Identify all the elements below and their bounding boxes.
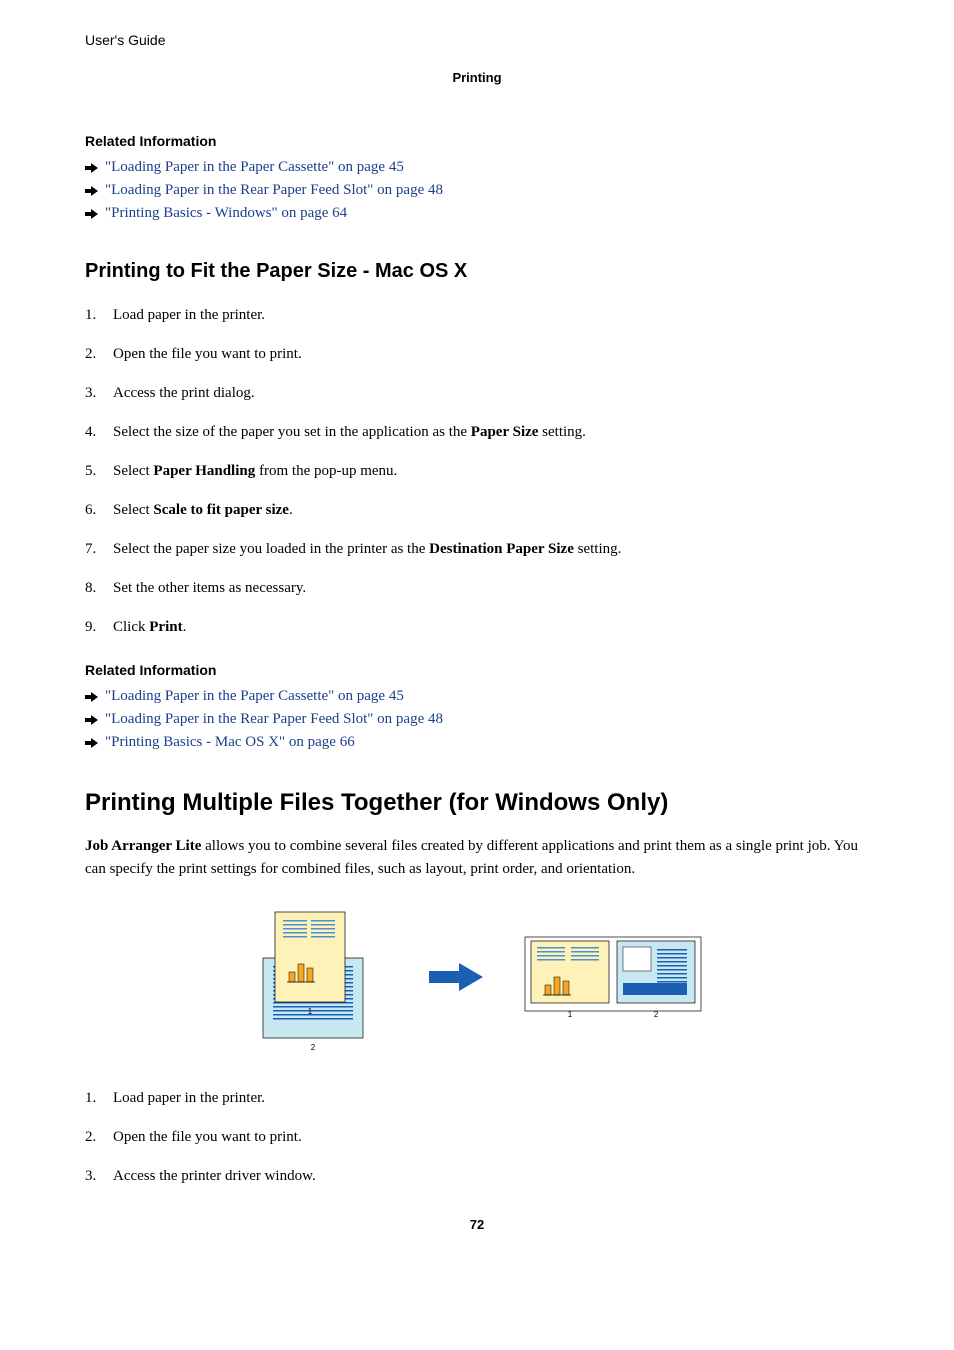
link-arrow-icon bbox=[85, 737, 99, 749]
step-item: Select Paper Handling from the pop-up me… bbox=[85, 461, 869, 482]
step-item: Select the paper size you loaded in the … bbox=[85, 539, 869, 560]
mac-section-title: Printing to Fit the Paper Size - Mac OS … bbox=[85, 260, 869, 283]
related-link[interactable]: "Loading Paper in the Paper Cassette" on… bbox=[105, 688, 404, 705]
related-links-1: "Loading Paper in the Paper Cassette" on… bbox=[85, 159, 869, 222]
figure-after: 1 2 bbox=[519, 917, 709, 1037]
related-link-item: "Loading Paper in the Paper Cassette" on… bbox=[85, 159, 869, 176]
section-label: Printing bbox=[85, 70, 869, 85]
link-arrow-icon bbox=[85, 714, 99, 726]
step-item: Select the size of the paper you set in … bbox=[85, 422, 869, 443]
step-item: Access the print dialog. bbox=[85, 383, 869, 404]
mac-steps: Load paper in the printer. Open the file … bbox=[85, 305, 869, 638]
step-item: Click Print. bbox=[85, 617, 869, 638]
related-link[interactable]: "Printing Basics - Mac OS X" on page 66 bbox=[105, 734, 355, 751]
related-links-2: "Loading Paper in the Paper Cassette" on… bbox=[85, 688, 869, 751]
svg-text:2: 2 bbox=[311, 1043, 316, 1052]
related-link[interactable]: "Printing Basics - Windows" on page 64 bbox=[105, 205, 347, 222]
job-arranger-figure: 2 1 1 2 bbox=[85, 902, 869, 1052]
related-link-item: "Printing Basics - Mac OS X" on page 66 bbox=[85, 734, 869, 751]
figure-before: 2 1 bbox=[245, 902, 395, 1052]
step-item: Load paper in the printer. bbox=[85, 1088, 869, 1109]
step-item: Access the printer driver window. bbox=[85, 1166, 869, 1187]
svg-text:1: 1 bbox=[568, 1010, 573, 1019]
related-link[interactable]: "Loading Paper in the Rear Paper Feed Sl… bbox=[105, 711, 443, 728]
doc-title: User's Guide bbox=[85, 32, 869, 48]
related-link-item: "Loading Paper in the Rear Paper Feed Sl… bbox=[85, 711, 869, 728]
related-link-item: "Printing Basics - Windows" on page 64 bbox=[85, 205, 869, 222]
step-item: Load paper in the printer. bbox=[85, 305, 869, 326]
intro-bold: Job Arranger Lite bbox=[85, 838, 201, 854]
svg-text:1: 1 bbox=[308, 1007, 313, 1016]
related-info-heading-1: Related Information bbox=[85, 133, 869, 149]
link-arrow-icon bbox=[85, 162, 99, 174]
multi-intro: Job Arranger Lite allows you to combine … bbox=[85, 835, 869, 880]
step-item: Open the file you want to print. bbox=[85, 344, 869, 365]
multi-steps: Load paper in the printer. Open the file … bbox=[85, 1088, 869, 1187]
related-link[interactable]: "Loading Paper in the Paper Cassette" on… bbox=[105, 159, 404, 176]
related-link-item: "Loading Paper in the Paper Cassette" on… bbox=[85, 688, 869, 705]
page-number: 72 bbox=[85, 1217, 869, 1232]
related-link-item: "Loading Paper in the Rear Paper Feed Sl… bbox=[85, 182, 869, 199]
link-arrow-icon bbox=[85, 691, 99, 703]
related-link[interactable]: "Loading Paper in the Rear Paper Feed Sl… bbox=[105, 182, 443, 199]
figure-arrow-icon bbox=[425, 957, 489, 997]
related-info-heading-2: Related Information bbox=[85, 662, 869, 678]
intro-rest: allows you to combine several files crea… bbox=[85, 838, 858, 877]
step-item: Select Scale to fit paper size. bbox=[85, 500, 869, 521]
multi-section-title: Printing Multiple Files Together (for Wi… bbox=[85, 789, 869, 817]
link-arrow-icon bbox=[85, 185, 99, 197]
step-item: Open the file you want to print. bbox=[85, 1127, 869, 1148]
step-item: Set the other items as necessary. bbox=[85, 578, 869, 599]
link-arrow-icon bbox=[85, 208, 99, 220]
svg-text:2: 2 bbox=[654, 1010, 659, 1019]
